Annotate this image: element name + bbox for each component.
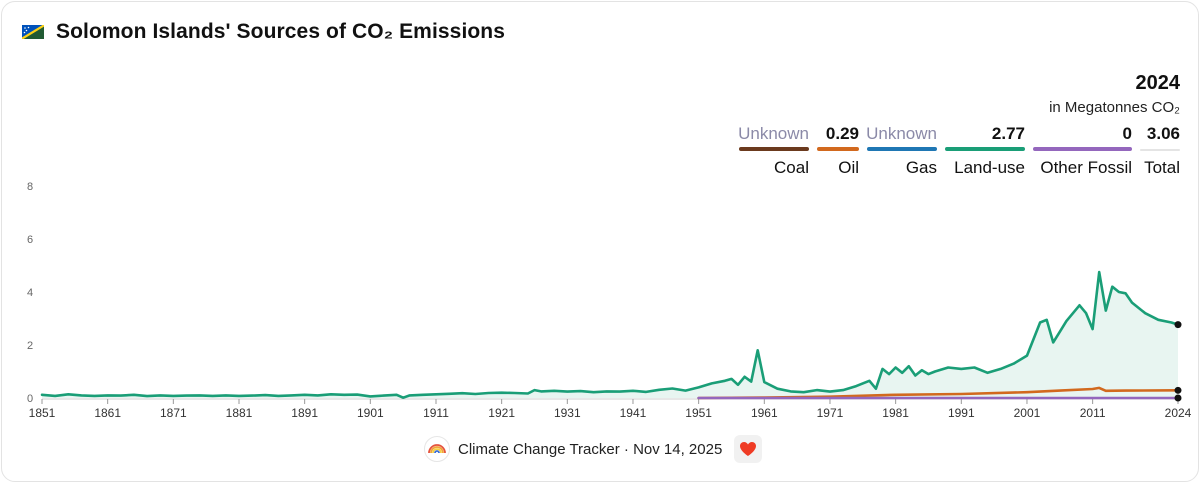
footer: Climate Change Tracker · Nov 14, 2025 (424, 435, 763, 463)
x-tick-label: 1931 (554, 406, 581, 420)
legend-header: 2024 in Megatonnes CO₂ (1049, 72, 1180, 116)
series-line-land-use (40, 270, 1180, 399)
legend-value-other-fossil: 0 (1122, 124, 1132, 143)
legend-label-gas: Gas (905, 158, 937, 177)
legend-label-total: Total (1144, 158, 1180, 177)
x-tick-label: 1861 (94, 406, 121, 420)
legend-label-coal: Coal (774, 158, 809, 177)
legend-value-coal: Unknown (738, 124, 809, 143)
x-tick-label: 1891 (291, 406, 318, 420)
x-tick-label: 1851 (29, 406, 56, 420)
series-area-land-use (42, 272, 1178, 398)
x-tick-label: 1981 (882, 406, 909, 420)
x-tick-label: 1971 (817, 406, 844, 420)
legend-swatch-oil (817, 147, 859, 151)
legend-swatch-landuse (945, 147, 1025, 151)
legend-item-oil[interactable]: 0.29 Oil (817, 123, 859, 178)
chart-header: Solomon Islands' Sources of CO₂ Emission… (22, 20, 505, 44)
legend-item-landuse[interactable]: 2.77 Land-use (945, 123, 1025, 178)
legend-item-total[interactable]: 3.06 Total (1140, 123, 1180, 178)
legend-swatch-total (1140, 149, 1180, 151)
legend-item-other-fossil[interactable]: 0 Other Fossil (1033, 123, 1132, 178)
legend-value-gas: Unknown (866, 124, 937, 143)
legend-swatch-gas (867, 147, 937, 151)
legend-value-oil: 0.29 (825, 124, 859, 143)
y-tick-label: 4 (27, 287, 33, 299)
y-tick-label: 0 (27, 393, 33, 405)
climate-change-tracker-logo-icon (424, 436, 450, 462)
legend-value-landuse: 2.77 (991, 124, 1025, 143)
y-tick-label: 6 (27, 234, 33, 246)
legend-value-total: 3.06 (1146, 124, 1180, 143)
legend-label-landuse: Land-use (954, 158, 1025, 177)
legend-item-coal[interactable]: Unknown Coal (738, 123, 809, 178)
chart-title: Solomon Islands' Sources of CO₂ Emission… (56, 20, 506, 43)
end-point-land-use (1174, 321, 1182, 329)
footer-text: Climate Change Tracker · Nov 14, 2025 (458, 440, 723, 458)
like-button[interactable] (734, 435, 763, 463)
x-tick-label: 1961 (751, 406, 778, 420)
solomon-islands-flag-icon (22, 25, 44, 39)
x-tick-label: 1951 (685, 406, 712, 420)
legend-series-row: Unknown Coal 0.29 Oil Unknown Gas 2.77 L… (738, 123, 1180, 178)
legend-item-gas[interactable]: Unknown Gas (866, 123, 937, 178)
x-tick-label: 1871 (160, 406, 187, 420)
x-tick-label: 1921 (488, 406, 515, 420)
x-tick-label: 2024 (1165, 406, 1192, 420)
x-tick-label: 1991 (948, 406, 975, 420)
x-tick-label: 1881 (226, 406, 253, 420)
x-tick-label: 1941 (620, 406, 647, 420)
legend-unit: in Megatonnes CO₂ (1049, 99, 1180, 116)
heart-icon (740, 442, 757, 456)
end-point-other-fossil (1174, 394, 1182, 402)
x-tick-label: 1901 (357, 406, 384, 420)
legend-year: 2024 (1135, 72, 1181, 94)
legend-swatch-coal (739, 147, 809, 151)
legend-swatch-other-fossil (1033, 147, 1132, 151)
legend-label-oil: Oil (838, 158, 859, 177)
legend-label-other-fossil: Other Fossil (1040, 158, 1132, 177)
x-tick-label: 2011 (1080, 406, 1106, 420)
x-tick-label: 2001 (1014, 406, 1041, 420)
y-tick-label: 2 (27, 340, 33, 352)
x-tick-label: 1911 (423, 406, 449, 420)
end-point-oil (1174, 386, 1182, 394)
y-tick-label: 8 (27, 181, 33, 193)
